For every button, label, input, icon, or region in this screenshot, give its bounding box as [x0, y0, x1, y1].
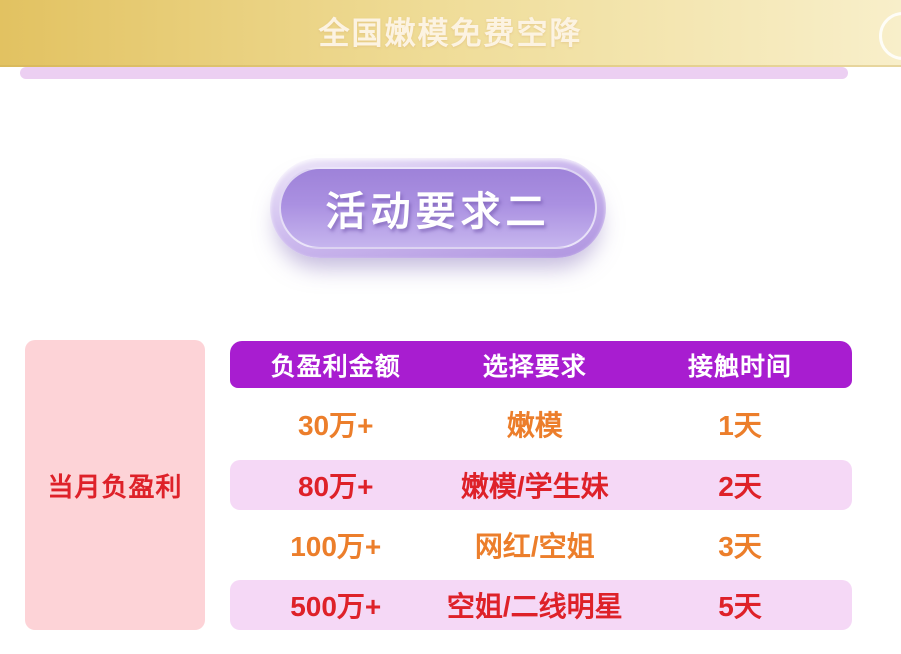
table-header-row: 负盈利金额 选择要求 接触时间	[230, 341, 852, 388]
cell-requirement: 嫩模/学生妹	[460, 471, 609, 502]
cell-time: 3天	[718, 531, 762, 562]
top-banner: 全国嫩模免费空降	[0, 0, 901, 67]
table-row: 100万+ 网红/空姐 3天	[230, 510, 852, 580]
cell-time: 1天	[718, 410, 762, 441]
page-title: 全国嫩模免费空降	[318, 16, 583, 51]
cell-amount: 80万+	[297, 471, 374, 502]
row-group-label: 当月负盈利	[25, 340, 205, 630]
table-row: 30万+ 嫩模 1天	[230, 388, 852, 460]
cell-requirement: 空姐/二线明星	[446, 591, 623, 622]
cell-time: 5天	[718, 591, 762, 622]
lavender-strip	[20, 67, 848, 79]
cell-requirement: 网红/空姐	[474, 531, 595, 562]
section-badge-inner: 活动要求二	[279, 167, 597, 249]
cell-amount: 100万+	[290, 531, 382, 562]
section-badge: 活动要求二	[270, 158, 606, 258]
col-header-time: 接触时间	[688, 352, 793, 381]
table-row: 80万+ 嫩模/学生妹 2天	[230, 460, 852, 510]
table-row: 500万+ 空姐/二线明星 5天	[230, 580, 852, 630]
section-badge-label: 活动要求二	[325, 190, 551, 234]
col-header-amount: 负盈利金额	[270, 352, 401, 381]
row-group-label-text: 当月负盈利	[47, 471, 183, 502]
col-header-requirement: 选择要求	[482, 352, 587, 381]
cell-amount: 30万+	[297, 410, 374, 441]
cell-amount: 500万+	[290, 591, 382, 622]
cell-requirement: 嫩模	[506, 410, 563, 441]
cell-time: 2天	[718, 471, 762, 502]
requirements-table: 负盈利金额 选择要求 接触时间 30万+ 嫩模 1天 80万+ 嫩模/学生妹 2…	[230, 341, 852, 630]
